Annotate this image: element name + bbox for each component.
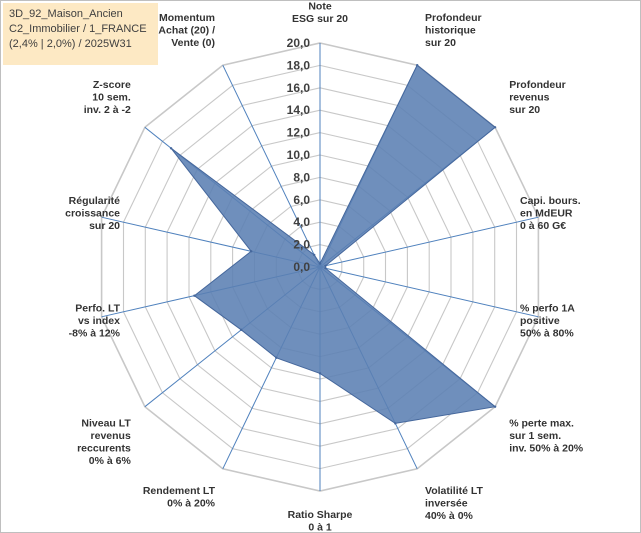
data-point xyxy=(324,264,327,267)
data-point xyxy=(313,253,316,257)
tick-label: 2,0 xyxy=(293,238,310,252)
data-point xyxy=(416,63,419,67)
axis-label: Volatilité LT inversée 40% à 0% xyxy=(425,485,484,522)
data-point xyxy=(193,294,196,297)
data-point xyxy=(493,405,497,408)
tick-label: 10,0 xyxy=(287,148,311,162)
tick-label: 8,0 xyxy=(293,170,310,184)
tick-label: 6,0 xyxy=(293,193,310,207)
axis-label: Note ESG sur 20 xyxy=(292,0,348,25)
data-point xyxy=(318,262,322,265)
data-point xyxy=(493,126,497,129)
data-point xyxy=(169,147,173,150)
tick-label: 18,0 xyxy=(287,58,311,72)
axis-label: % perte max. sur 1 sem. inv. 50% à 20% xyxy=(509,418,584,455)
axis-label: Capi. bours. en MdEUR 0 à 60 G€ xyxy=(520,195,581,232)
axis-line xyxy=(319,216,539,268)
data-point xyxy=(275,356,278,359)
axis-label: Momentum Achat (20) / Vente (0) xyxy=(158,12,215,49)
info-line-3: (2,4% | 2,0%) / 2025W31 xyxy=(9,38,132,50)
data-point xyxy=(324,267,327,270)
data-point xyxy=(318,372,322,375)
radar-series xyxy=(169,63,497,425)
axis-label: Profondeur historique sur 20 xyxy=(425,12,482,49)
tick-label: 12,0 xyxy=(287,126,311,140)
data-point xyxy=(250,250,253,253)
tick-label: 4,0 xyxy=(293,215,310,229)
data-point xyxy=(394,422,397,425)
radar-axis-labels: Note ESG sur 20 Profondeur historique sur 20… xyxy=(65,0,584,533)
radar-tick-labels: 0,0 2,0 4,0 6,0 8,0 10,0 12,0 14,0 16,0 18,0 20,0 xyxy=(287,36,311,274)
axis-label: Perfo. LT vs index -8% à 12% xyxy=(69,303,121,340)
axis-line xyxy=(319,266,539,318)
tick-label: 20,0 xyxy=(287,36,311,50)
axis-line xyxy=(222,64,321,268)
axis-label: % perfo 1A positive 50% à 80% xyxy=(520,303,575,340)
axis-label: Z-score 10 sem. inv. 2 à -2 xyxy=(84,79,131,116)
tick-label: 14,0 xyxy=(287,103,311,117)
tick-label: 16,0 xyxy=(287,81,311,95)
info-line-1: 3D_92_Maison_Ancien xyxy=(9,8,123,20)
axis-label: Régularité croissance sur 20 xyxy=(65,195,120,232)
axis-label: Rendement LT 0% à 20% xyxy=(143,485,216,510)
info-line-2: C2_Immobilier / 1_FRANCE xyxy=(9,23,147,35)
tick-label: 0,0 xyxy=(293,260,310,274)
info-box: 3D_92_Maison_Ancien C2_Immobilier / 1_FR… xyxy=(3,3,158,65)
axis-label: Profondeur revenus sur 20 xyxy=(509,79,566,116)
axis-label: Ratio Sharpe 0 à 1 xyxy=(288,509,353,533)
data-point xyxy=(240,328,243,331)
axis-label: Niveau LT revenus reccurents 0% à 6% xyxy=(77,418,131,468)
